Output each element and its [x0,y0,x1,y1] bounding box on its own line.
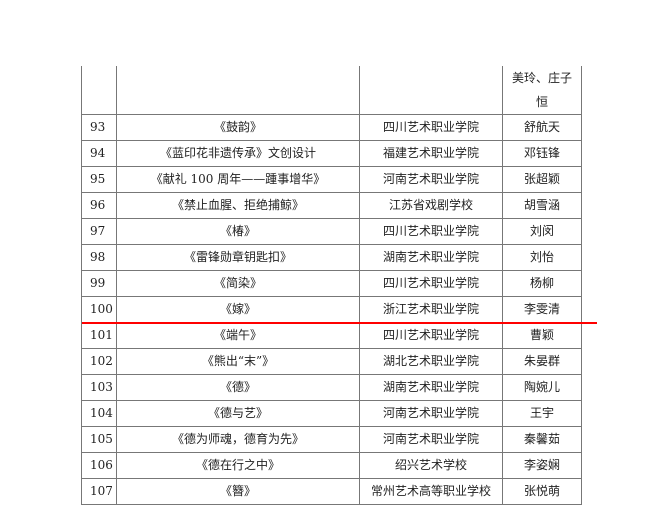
table-row: 103 《德》 湖南艺术职业学院 陶婉儿 [81,374,582,401]
cell-no: 100 [81,296,117,323]
cell-school: 绍兴艺术学校 [359,452,503,479]
table-row: 96 《禁止血腥、拒绝捕鲸》 江苏省戏剧学校 胡雪涵 [81,192,582,219]
cell-name: 陶婉儿 [502,374,582,401]
cell-name: 李雯清 [502,296,582,323]
cell-school: 河南艺术职业学院 [359,400,503,427]
cell-no: 99 [81,270,117,297]
cell-school: 四川艺术职业学院 [359,270,503,297]
name-line: 恒 [535,95,548,109]
cell-school: 福建艺术职业学院 [359,140,503,167]
cell-no: 103 [81,374,117,401]
cell-title: 《德为师魂，德育为先》 [116,426,360,453]
cell-no: 95 [81,166,117,193]
table-row: 101 《端午》 四川艺术职业学院 曹颖 [81,322,582,349]
cell-no: 94 [81,140,117,167]
cell-title [116,66,360,115]
cell-no [81,66,117,115]
cell-title: 《简染》 [116,270,360,297]
cell-title: 《嫁》 [116,296,360,323]
cell-school: 河南艺术职业学院 [359,426,503,453]
cell-no: 105 [81,426,117,453]
cell-no: 93 [81,114,117,141]
cell-school: 四川艺术职业学院 [359,114,503,141]
cell-name: 杨柳 [502,270,582,297]
cell-no: 106 [81,452,117,479]
table-row: 97 《椿》 四川艺术职业学院 刘闵 [81,218,582,245]
cell-name: 刘怡 [502,244,582,271]
cell-name: 邓钰锋 [502,140,582,167]
cell-title: 《端午》 [116,322,360,349]
cell-title: 《德与艺》 [116,400,360,427]
cell-name: 秦馨茹 [502,426,582,453]
cell-title: 《德》 [116,374,360,401]
cell-name: 刘闵 [502,218,582,245]
table-row: 105 《德为师魂，德育为先》 河南艺术职业学院 秦馨茹 [81,426,582,453]
cell-title: 《鼓韵》 [116,114,360,141]
cell-title: 《德在行之中》 [116,452,360,479]
cell-name: 曹颖 [502,322,582,349]
cell-title: 《椿》 [116,218,360,245]
cell-name: 王宇 [502,400,582,427]
cell-school: 河南艺术职业学院 [359,166,503,193]
table-row: 100 《嫁》 浙江艺术职业学院 李雯清 [81,296,582,323]
table-row: 93 《鼓韵》 四川艺术职业学院 舒航天 [81,114,582,141]
cell-title: 《熊出“末”》 [116,348,360,375]
cell-title: 《献礼 100 周年——踵事增华》 [116,166,360,193]
cell-title: 《簪》 [116,478,360,505]
cell-no: 104 [81,400,117,427]
table-row: 107 《簪》 常州艺术高等职业学校 张悦萌 [81,478,582,505]
cell-school: 常州艺术高等职业学校 [359,478,503,505]
cell-no: 97 [81,218,117,245]
cell-school: 江苏省戏剧学校 [359,192,503,219]
table-row: 95 《献礼 100 周年——踵事增华》 河南艺术职业学院 张超颖 [81,166,582,193]
cell-name: 张超颖 [502,166,582,193]
award-table: 美玲、庄子 恒 93 《鼓韵》 四川艺术职业学院 舒航天 94 《蓝印花非遗传承》文创设计… [81,66,582,505]
cell-title: 《雷锋勋章钥匙扣》 [116,244,360,271]
table-row: 98 《雷锋勋章钥匙扣》 湖南艺术职业学院 刘怡 [81,244,582,271]
cell-name: 张悦萌 [502,478,582,505]
cell-school [359,66,503,115]
cell-no: 101 [81,322,117,349]
cell-school: 湖北艺术职业学院 [359,348,503,375]
cell-name: 胡雪涵 [502,192,582,219]
cell-title: 《禁止血腥、拒绝捕鲸》 [116,192,360,219]
name-line: 美玲、庄子 [511,71,572,85]
cell-no: 96 [81,192,117,219]
cell-school: 浙江艺术职业学院 [359,296,503,323]
cell-school: 湖南艺术职业学院 [359,374,503,401]
cell-no: 102 [81,348,117,375]
cell-title: 《蓝印花非遗传承》文创设计 [116,140,360,167]
red-underline-annotation [82,322,597,324]
cell-no: 107 [81,478,117,505]
table-row: 99 《简染》 四川艺术职业学院 杨柳 [81,270,582,297]
table-row: 94 《蓝印花非遗传承》文创设计 福建艺术职业学院 邓钰锋 [81,140,582,167]
table-row: 美玲、庄子 恒 [81,66,582,115]
cell-no: 98 [81,244,117,271]
cell-name: 美玲、庄子 恒 [502,66,582,115]
table-row: 102 《熊出“末”》 湖北艺术职业学院 朱晏群 [81,348,582,375]
cell-name: 舒航天 [502,114,582,141]
cell-school: 四川艺术职业学院 [359,322,503,349]
cell-name: 李姿娴 [502,452,582,479]
table-row: 104 《德与艺》 河南艺术职业学院 王宇 [81,400,582,427]
cell-school: 四川艺术职业学院 [359,218,503,245]
cell-name: 朱晏群 [502,348,582,375]
table-row: 106 《德在行之中》 绍兴艺术学校 李姿娴 [81,452,582,479]
cell-school: 湖南艺术职业学院 [359,244,503,271]
